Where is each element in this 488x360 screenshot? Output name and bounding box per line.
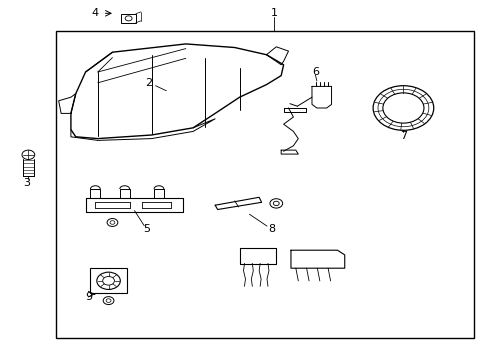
Circle shape: [382, 93, 423, 123]
Text: 6: 6: [311, 67, 318, 77]
Bar: [56, 31, 473, 338]
Circle shape: [106, 299, 111, 302]
Circle shape: [97, 272, 120, 289]
Circle shape: [102, 276, 114, 285]
Circle shape: [269, 199, 282, 208]
Text: 2: 2: [145, 78, 152, 88]
Text: 9: 9: [84, 292, 92, 302]
Bar: [90, 268, 127, 293]
Text: 3: 3: [23, 178, 30, 188]
Text: 8: 8: [267, 224, 274, 234]
Text: 7: 7: [399, 131, 406, 141]
Bar: [121, 14, 136, 23]
Circle shape: [273, 201, 279, 206]
Circle shape: [22, 150, 35, 159]
Circle shape: [103, 297, 114, 305]
Text: 1: 1: [270, 8, 277, 18]
Circle shape: [107, 219, 118, 226]
Circle shape: [125, 16, 132, 21]
Text: 4: 4: [92, 8, 99, 18]
Text: 5: 5: [143, 224, 150, 234]
Circle shape: [110, 221, 115, 224]
Circle shape: [372, 86, 433, 130]
